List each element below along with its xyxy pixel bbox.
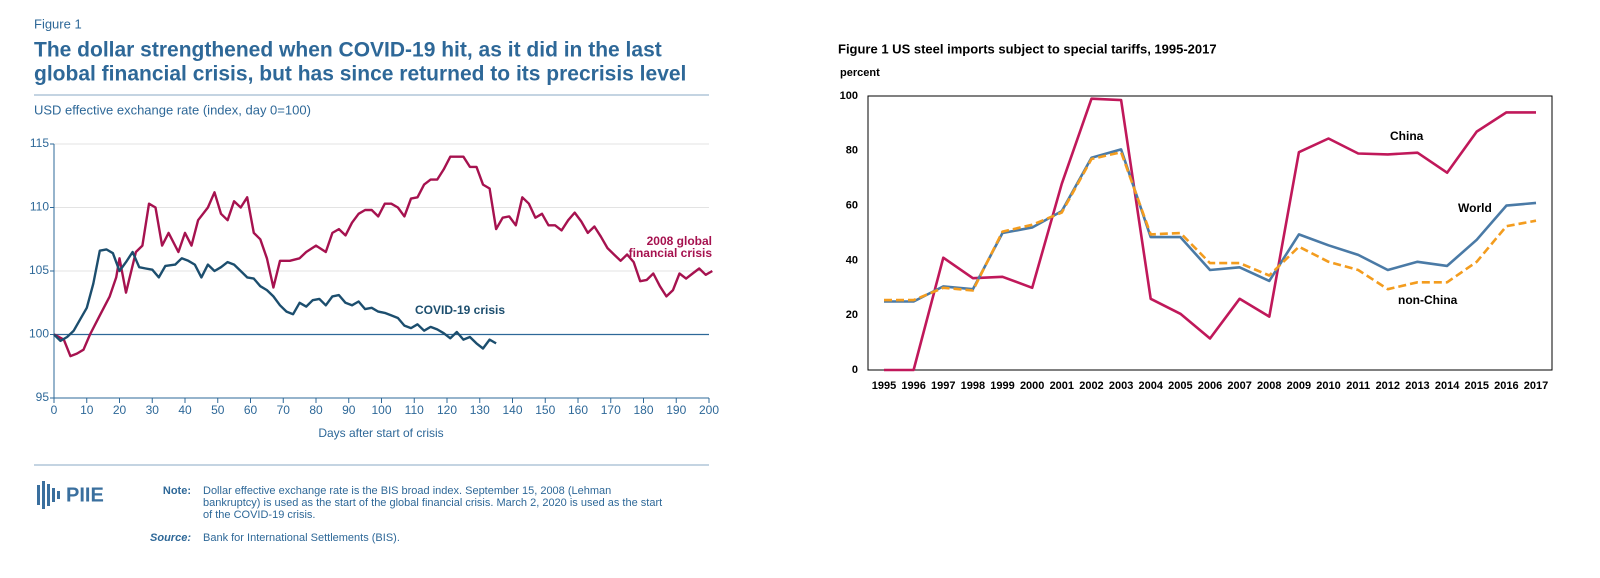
x-tick-label: 160	[568, 403, 588, 417]
x-tick-label: 1999	[990, 380, 1014, 392]
source: Bank for International Settlements (BIS)…	[203, 532, 400, 544]
y-tick-label: 100	[840, 90, 858, 102]
x-tick-label: 20	[113, 403, 127, 417]
x-tick-label: 80	[309, 403, 323, 417]
x-tick-label: 40	[178, 403, 192, 417]
note-label: Note:	[163, 485, 191, 497]
x-tick-label: 200	[699, 403, 719, 417]
note: bankruptcy) is used as the start of the …	[203, 497, 662, 509]
y-axis-label: percent	[840, 67, 880, 79]
source-label: Source:	[150, 532, 191, 544]
chart-title: global financial crisis, but has since r…	[34, 63, 686, 86]
x-tick-label: 120	[437, 403, 457, 417]
x-tick-label: 110	[405, 403, 424, 417]
subtitle: USD effective exchange rate (index, day …	[34, 102, 311, 117]
x-tick-label: 2008	[1257, 380, 1281, 392]
x-tick-label: 70	[277, 403, 291, 417]
y-tick-label: 95	[36, 390, 50, 404]
x-tick-label: 2013	[1405, 380, 1429, 392]
x-tick-label: 140	[502, 403, 522, 417]
y-tick-label: 40	[846, 254, 858, 266]
x-tick-label: 0	[51, 403, 58, 417]
x-tick-label: 2012	[1376, 380, 1400, 392]
x-tick-label: 2017	[1524, 380, 1548, 392]
x-tick-label: 2003	[1109, 380, 1133, 392]
y-tick-label: 60	[846, 200, 858, 212]
x-tick-label: 180	[633, 403, 653, 417]
series-label: 2008 global	[647, 234, 712, 248]
series-label: World	[1458, 201, 1492, 215]
x-tick-label: 10	[80, 403, 94, 417]
series-label: non-China	[1398, 293, 1458, 307]
y-tick-label: 80	[846, 145, 858, 157]
x-tick-label: 100	[371, 403, 391, 417]
y-tick-label: 115	[30, 136, 49, 150]
x-tick-label: 170	[601, 403, 621, 417]
x-tick-label: 2011	[1346, 380, 1370, 392]
series-line	[884, 97, 1536, 372]
x-tick-label: 2007	[1227, 380, 1251, 392]
y-tick-label: 105	[29, 263, 49, 277]
note: of the COVID-19 crisis.	[203, 509, 315, 521]
x-tick-label: 2000	[1020, 380, 1044, 392]
x-tick-label: 2002	[1079, 380, 1103, 392]
chart-title: The dollar strengthened when COVID-19 hi…	[34, 39, 662, 62]
x-tick-label: 2010	[1316, 380, 1340, 392]
x-tick-label: 90	[342, 403, 356, 417]
x-tick-label: 2014	[1435, 380, 1460, 392]
series-line	[53, 248, 497, 350]
y-tick-label: 0	[852, 364, 858, 376]
x-tick-label: 2009	[1287, 380, 1311, 392]
figure-label: Figure 1	[34, 16, 82, 31]
x-tick-label: 50	[211, 403, 225, 417]
x-tick-label: 190	[666, 403, 686, 417]
x-tick-label: 2001	[1050, 380, 1074, 392]
logo-icon	[37, 481, 60, 509]
x-tick-label: 30	[146, 403, 160, 417]
x-tick-label: 1995	[872, 380, 896, 392]
x-tick-label: 2016	[1494, 380, 1518, 392]
x-tick-label: 1998	[961, 380, 985, 392]
logo: PIIE	[66, 484, 104, 506]
x-tick-label: 2006	[1198, 380, 1222, 392]
series-line	[884, 150, 1537, 302]
y-tick-label: 20	[846, 309, 858, 321]
x-tick-label: 150	[535, 403, 555, 417]
x-tick-label: 2004	[1138, 380, 1163, 392]
x-tick-label: 2005	[1168, 380, 1192, 392]
series-label: COVID-19 crisis	[415, 303, 505, 317]
x-tick-label: 130	[470, 403, 490, 417]
plot-frame	[867, 95, 1553, 371]
series-label: financial crisis	[629, 246, 713, 260]
x-axis-label: Days after start of crisis	[318, 426, 443, 440]
series-label: China	[1390, 129, 1424, 143]
series-line	[53, 155, 713, 358]
y-tick-label: 100	[29, 327, 49, 341]
x-tick-label: 1997	[931, 380, 955, 392]
x-tick-label: 1996	[901, 380, 925, 392]
y-tick-label: 110	[30, 200, 49, 214]
note: Dollar effective exchange rate is the BI…	[203, 485, 611, 497]
chart-title: Figure 1 US steel imports subject to spe…	[838, 41, 1217, 56]
x-tick-label: 60	[244, 403, 258, 417]
x-tick-label: 2015	[1464, 380, 1488, 392]
